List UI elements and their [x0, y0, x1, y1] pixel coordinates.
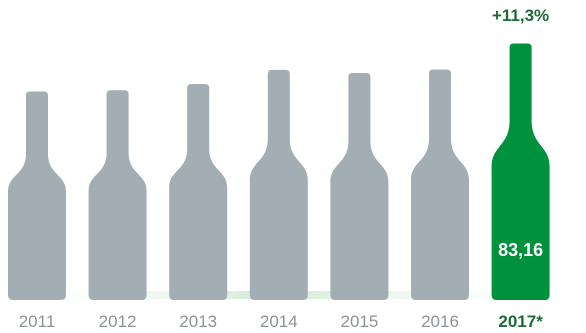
year-label-2011: 2011 [19, 312, 56, 331]
year-label-2017: 2017* [498, 312, 543, 331]
bottle-bar-2014 [249, 69, 308, 300]
year-label-2014: 2014 [260, 312, 298, 331]
year-label-2015: 2015 [340, 312, 378, 331]
bottle-bar-2013 [169, 84, 228, 300]
bottle-bar-2012 [88, 90, 147, 300]
bottle-bar-2015 [330, 72, 389, 300]
year-label-2012: 2012 [99, 312, 137, 331]
bottle-bar-2016 [411, 69, 469, 300]
bottle-bar-2011 [8, 91, 66, 300]
year-label-2013: 2013 [179, 312, 217, 331]
year-label-2016: 2016 [421, 312, 459, 331]
bottle-bar-2017 [491, 43, 550, 300]
highlight-value-label: 83,16 [498, 240, 543, 260]
highlight-change-label: +11,3% [492, 6, 549, 25]
